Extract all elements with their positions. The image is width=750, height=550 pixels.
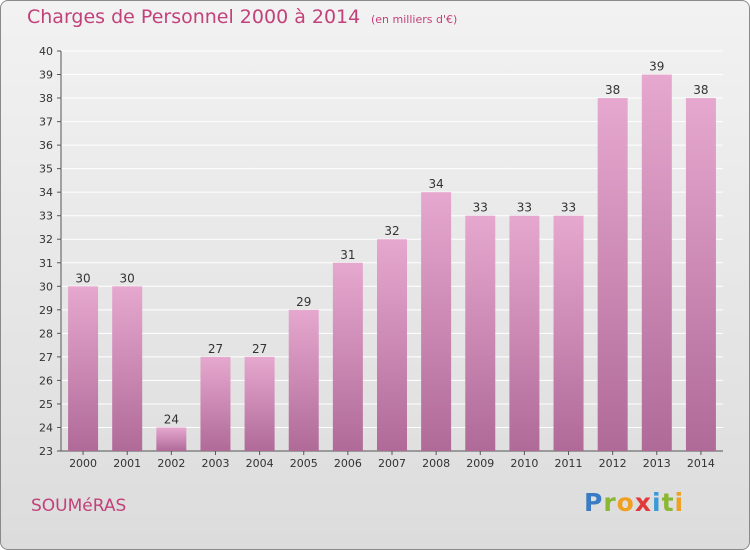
bar-2008 — [421, 192, 452, 452]
x-tick-label: 2004 — [246, 457, 274, 470]
bar-2013 — [641, 74, 672, 451]
bar-2014 — [685, 98, 716, 451]
y-tick-label: 26 — [39, 374, 53, 387]
x-tick-label: 2002 — [157, 457, 185, 470]
proxiti-logo[interactable]: Proxiti — [584, 488, 685, 517]
x-tick-label: 2011 — [555, 457, 583, 470]
x-axis: 2000 2001 2002 2003 2004 2005 2006 2007 2008 2009… — [69, 451, 715, 470]
data-label: 29 — [296, 295, 311, 309]
data-label: 38 — [693, 83, 708, 97]
x-tick-label: 2012 — [599, 457, 627, 470]
data-label: 32 — [384, 224, 399, 238]
y-tick-label: 32 — [39, 233, 53, 246]
y-tick-label: 37 — [39, 116, 53, 129]
y-tick-label: 25 — [39, 398, 53, 411]
y-tick-label: 27 — [39, 351, 53, 364]
chart-title: Charges de Personnel 2000 à 2014 — [27, 6, 361, 28]
y-tick-label: 40 — [39, 45, 53, 58]
x-tick-label: 2009 — [466, 457, 494, 470]
bar-2000 — [68, 286, 99, 451]
data-label: 33 — [561, 201, 576, 215]
bar-2006 — [332, 262, 363, 451]
y-tick-label: 34 — [39, 186, 53, 199]
bar-2010 — [509, 215, 540, 451]
x-tick-label: 2013 — [643, 457, 671, 470]
bar-2002 — [156, 427, 187, 451]
y-tick-label: 30 — [39, 280, 53, 293]
bar-2005 — [288, 309, 319, 451]
x-tick-label: 2000 — [69, 457, 97, 470]
data-label: 33 — [517, 201, 532, 215]
data-label: 27 — [252, 342, 267, 356]
commune-name: SOUMéRAS — [31, 496, 127, 516]
y-tick-label: 23 — [39, 445, 53, 458]
chart-subtitle: (en milliers d'€) — [371, 13, 458, 26]
y-tick-label: 33 — [39, 210, 53, 223]
data-label: 30 — [120, 271, 135, 285]
bar-2004 — [244, 356, 275, 451]
y-tick-label: 31 — [39, 257, 53, 270]
bar-2003 — [200, 356, 231, 451]
data-label: 34 — [428, 177, 443, 191]
y-tick-label: 39 — [39, 69, 53, 82]
x-tick-label: 2005 — [290, 457, 318, 470]
data-label: 31 — [340, 248, 355, 262]
bar-2007 — [377, 239, 407, 451]
y-tick-label: 24 — [39, 421, 53, 434]
y-tick-label: 38 — [39, 92, 53, 105]
y-tick-label: 28 — [39, 327, 53, 340]
bars: 30 30 24 27 27 29 31 32 34 33 33 33 38 39 38 — [68, 60, 716, 452]
x-tick-label: 2014 — [687, 457, 715, 470]
data-label: 24 — [164, 412, 179, 426]
data-label: 30 — [75, 271, 90, 285]
data-label: 33 — [473, 201, 488, 215]
data-label: 38 — [605, 83, 620, 97]
x-tick-label: 2001 — [113, 457, 141, 470]
bar-2001 — [112, 286, 143, 451]
x-tick-label: 2010 — [510, 457, 538, 470]
bar-2011 — [553, 215, 584, 451]
x-tick-label: 2007 — [378, 457, 406, 470]
bar-2012 — [597, 98, 628, 451]
y-tick-label: 29 — [39, 304, 53, 317]
data-label: 27 — [208, 342, 223, 356]
data-label: 39 — [649, 60, 664, 74]
x-tick-label: 2003 — [201, 457, 229, 470]
y-tick-label: 35 — [39, 163, 53, 176]
bar-2009 — [465, 215, 496, 451]
y-tick-label: 36 — [39, 139, 53, 152]
x-tick-label: 2008 — [422, 457, 450, 470]
x-tick-label: 2006 — [334, 457, 362, 470]
